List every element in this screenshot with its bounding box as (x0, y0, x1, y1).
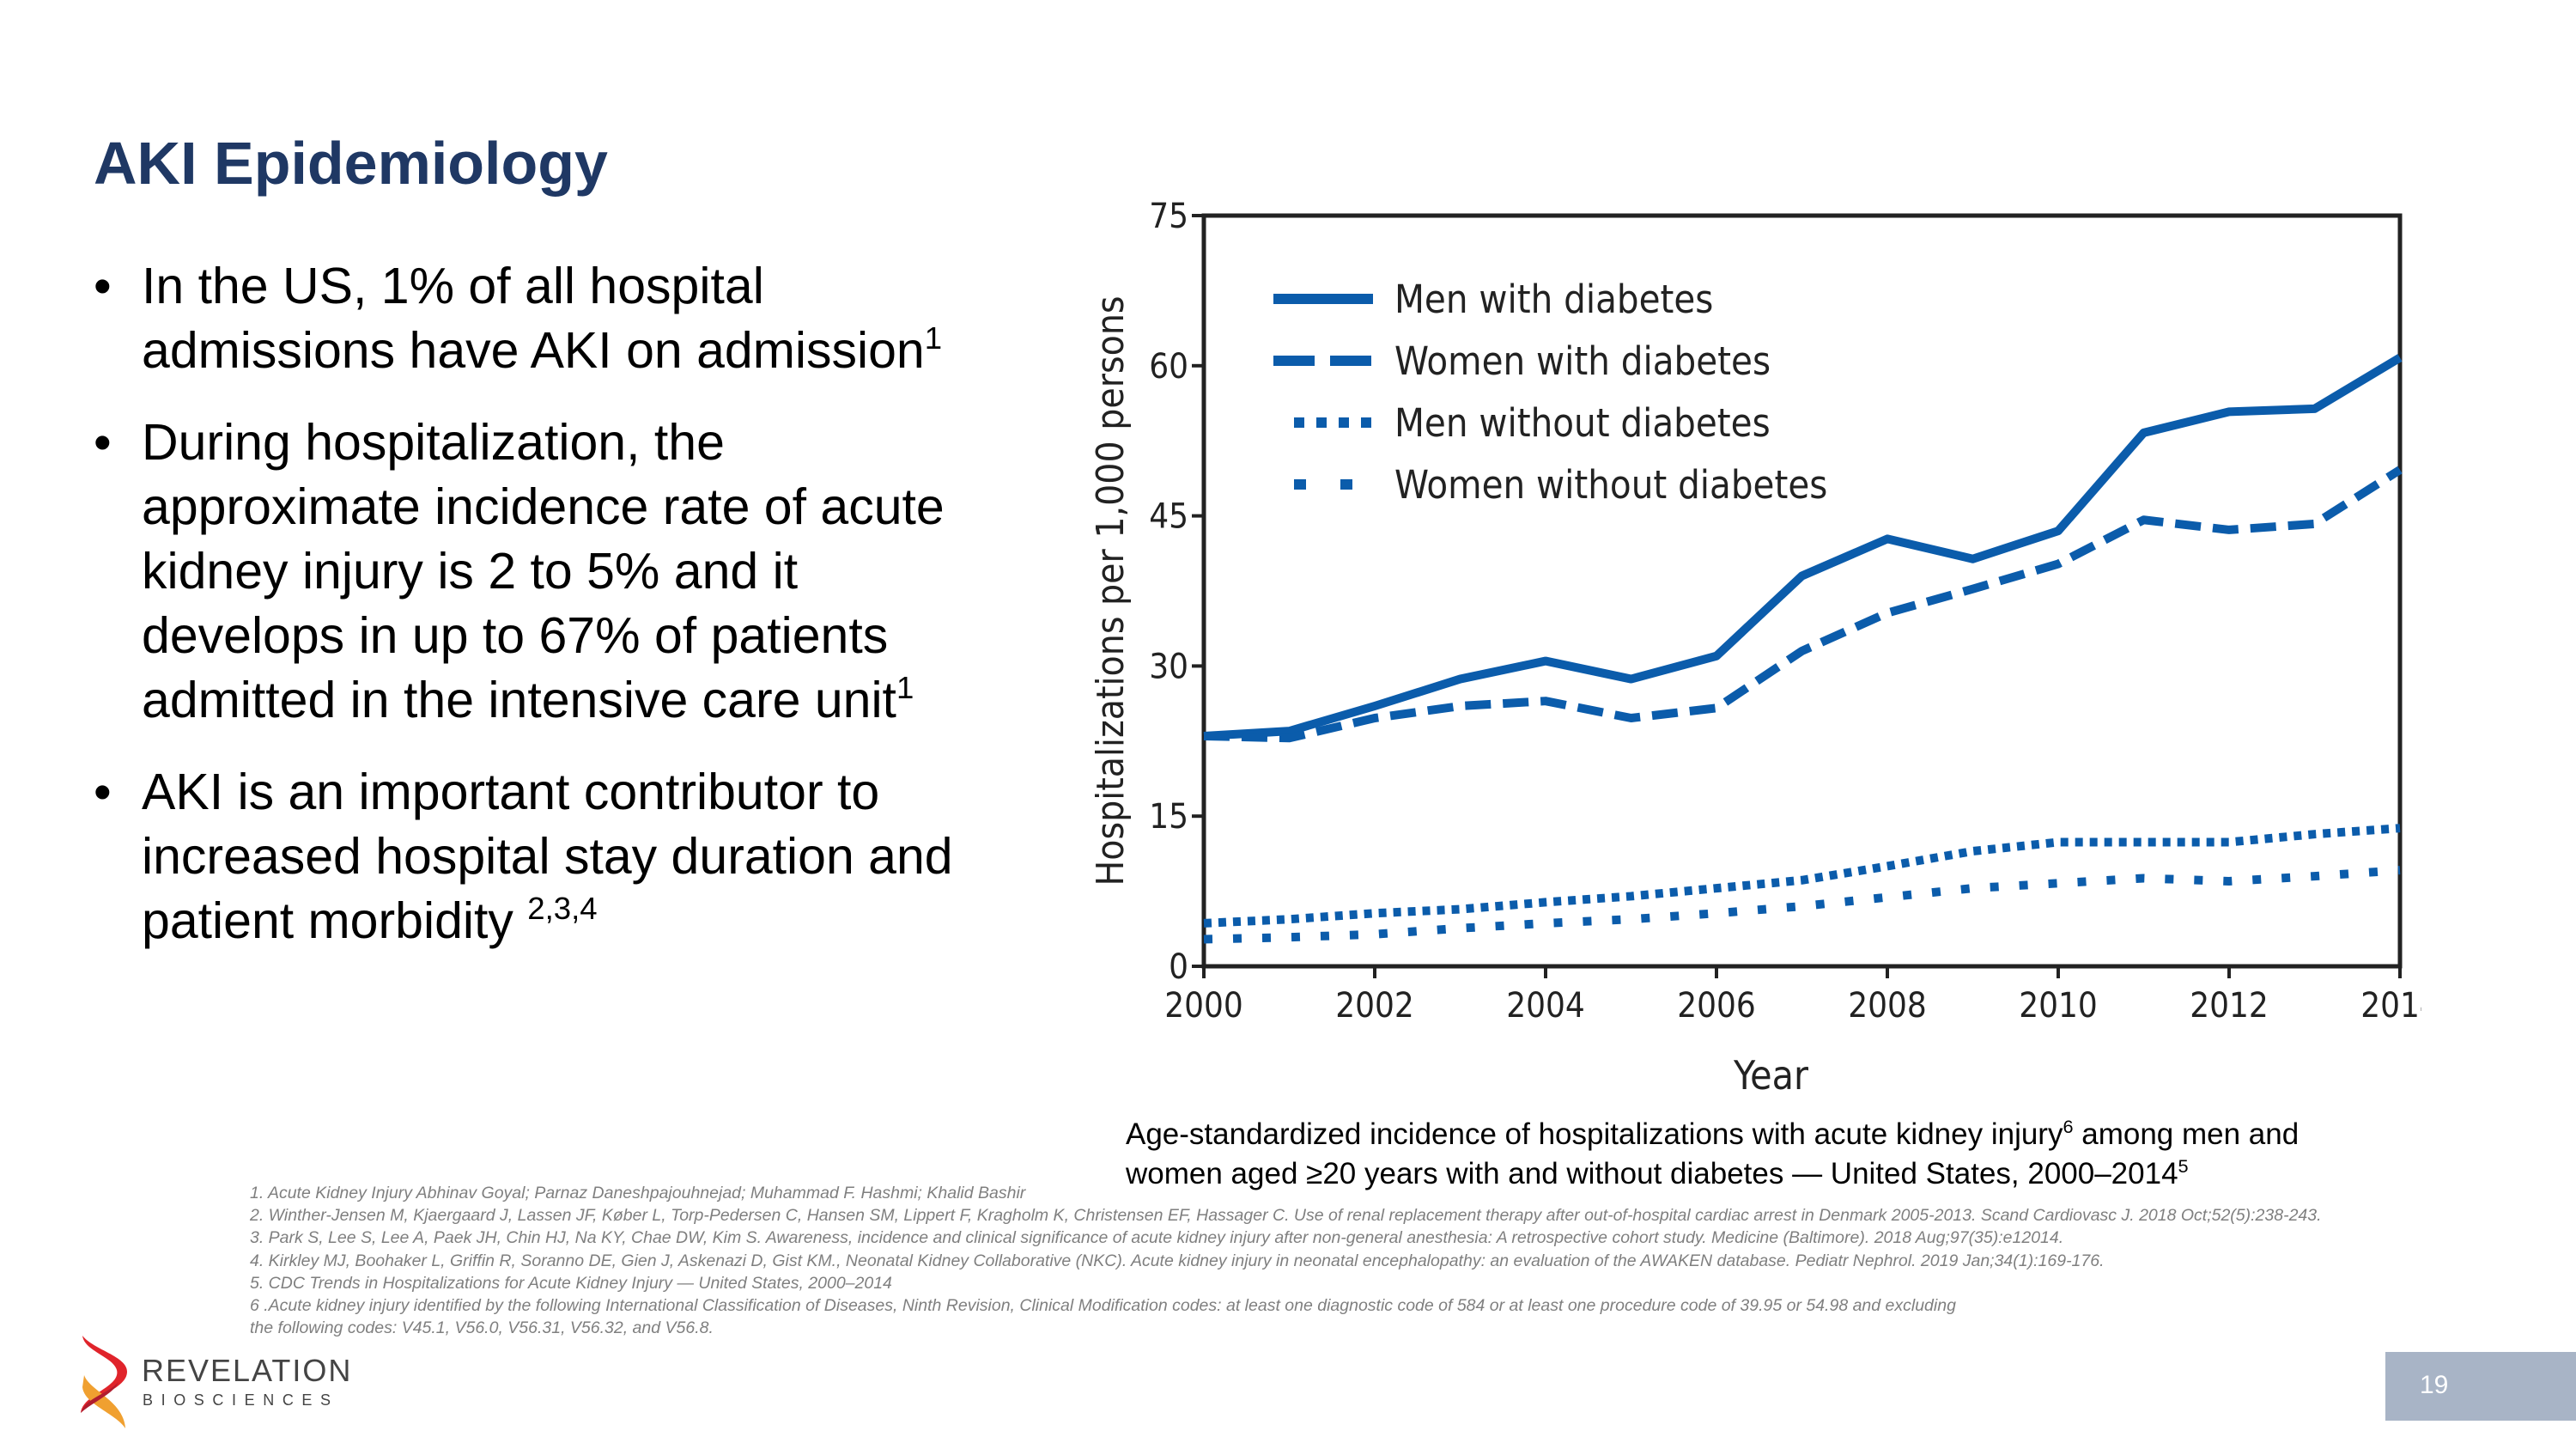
bullet-line: approximate incidence rate of acute (142, 475, 953, 539)
x-tick-label: 2006 (1677, 986, 1756, 1026)
y-axis-label: Hospitalizations per 1,000 persons (1089, 295, 1133, 886)
reference-5: 5. CDC Trends in Hospitalizations for Ac… (250, 1273, 892, 1293)
caption-sup-5: 5 (2178, 1154, 2189, 1177)
x-axis-label: Year (1733, 1052, 1809, 1099)
reference-6-cont: the following codes: V45.1, V56.0, V56.3… (250, 1318, 714, 1338)
bullet-line: increased hospital stay duration and (142, 825, 953, 889)
x-tick-label: 2008 (1848, 986, 1927, 1026)
bullet-text: During hospitalization, the (142, 414, 725, 471)
series-line-3 (1203, 866, 2401, 944)
reference-1: 1. Acute Kidney Injury Abhinav Goyal; Pa… (250, 1184, 1026, 1202)
bullet-item: • In the US, 1% of all hospital admissions… (94, 254, 953, 383)
y-tick-label: 30 (1149, 647, 1188, 686)
logo-name: REVELATION (142, 1353, 353, 1388)
chart-caption: Age-standardized incidence of hospitaliz… (1126, 1115, 2299, 1194)
bullet-line: admissions have AKI on admission1 (142, 319, 953, 383)
plot-frame (1201, 213, 2403, 969)
reference-3: 3. Park S, Lee S, Lee A, Paek JH, Chin H… (250, 1228, 2064, 1248)
bullet-text: AKI is an important contributor to (142, 764, 880, 820)
caption-line2: women aged ≥20 years with and without di… (1126, 1157, 2178, 1190)
x-tick-label: 2000 (1164, 986, 1243, 1026)
caption-sup-6: 6 (2063, 1115, 2074, 1137)
bullet-text: admitted in the intensive care unit (142, 672, 896, 728)
x-tick-label: 2010 (2019, 986, 2098, 1026)
citation-superscript: 2,3,4 (527, 891, 598, 927)
x-tick-label: 2014 (2360, 986, 2421, 1026)
logo-subtitle: BIOSCIENCES (143, 1391, 339, 1409)
x-tick-label: 2012 (2190, 986, 2269, 1026)
y-tick-label: 75 (1149, 197, 1188, 236)
helix-logo-icon (81, 1336, 127, 1428)
bullet-list: • In the US, 1% of all hospital admissions… (94, 254, 953, 981)
y-tick-label: 0 (1169, 947, 1188, 987)
slide-title: AKI Epidemiology (94, 130, 608, 197)
bullet-text: kidney injury is 2 to 5% and it (142, 543, 799, 600)
bullet-dot: • (94, 764, 112, 820)
bullet-line: In the US, 1% of all hospital (142, 254, 953, 319)
bullet-text: develops in up to 67% of patients (142, 607, 889, 664)
caption-line1-a: Age-standardized incidence of hospitaliz… (1126, 1117, 2063, 1151)
hospitalization-chart: 0 15 30 45 60 75 2000 2002 2004 2006 2008 2010 2012 2… (1089, 197, 2421, 1099)
bullet-text: In the US, 1% of all hospital (142, 258, 764, 314)
x-tick-label: 2002 (1335, 986, 1414, 1026)
x-tick-label: 2004 (1506, 986, 1585, 1026)
reference-4: 4. Kirkley MJ, Boohaker L, Griffin R, So… (250, 1251, 2105, 1270)
series-line-2 (1203, 824, 2401, 928)
y-tick-label: 15 (1149, 797, 1188, 837)
page-number: 19 (2420, 1371, 2449, 1399)
bullet-dot: • (94, 414, 112, 471)
references: 1. Acute Kidney Injury Abhinav Goyal; Pa… (250, 1182, 2322, 1339)
series-line-1 (1203, 466, 2403, 743)
citation-superscript: 1 (924, 320, 943, 356)
legend-label: Men without diabetes (1394, 400, 1771, 446)
series-line-0 (1203, 354, 2403, 740)
y-tick-label: 45 (1149, 497, 1188, 537)
reference-2: 2. Winther-Jensen M, Kjaergaard J, Lasse… (250, 1206, 2322, 1226)
legend-label: Men with diabetes (1394, 277, 1713, 322)
company-logo: REVELATION BIOSCIENCES (74, 1334, 366, 1430)
citation-superscript: 1 (896, 670, 914, 706)
bullet-line: admitted in the intensive care unit1 (142, 668, 953, 733)
caption-line1-b: among men and (2073, 1117, 2300, 1151)
bullet-text: approximate incidence rate of acute (142, 478, 945, 535)
bullet-line: AKI is an important contributor to (142, 760, 953, 825)
y-tick-label: 60 (1149, 347, 1188, 387)
bullet-text: patient morbidity (142, 892, 528, 949)
bullet-text: increased hospital stay duration and (142, 828, 953, 885)
bullet-line: develops in up to 67% of patients (142, 604, 953, 668)
bullet-line: kidney injury is 2 to 5% and it (142, 539, 953, 604)
reference-6: 6 .Acute kidney injury identified by the… (250, 1296, 1956, 1316)
bullet-item: • During hospitalization, the approximate … (94, 411, 953, 733)
bullet-dot: • (94, 258, 112, 314)
legend-label: Women with diabetes (1394, 338, 1771, 384)
bullet-line: During hospitalization, the (142, 411, 953, 475)
bullet-text: admissions have AKI on admission (142, 322, 925, 379)
page-number-box: 19 (2385, 1352, 2576, 1421)
bullet-item: • AKI is an important contributor to incre… (94, 760, 953, 953)
legend-label: Women without diabetes (1394, 462, 1827, 508)
bullet-line: patient morbidity 2,3,4 (142, 889, 953, 953)
